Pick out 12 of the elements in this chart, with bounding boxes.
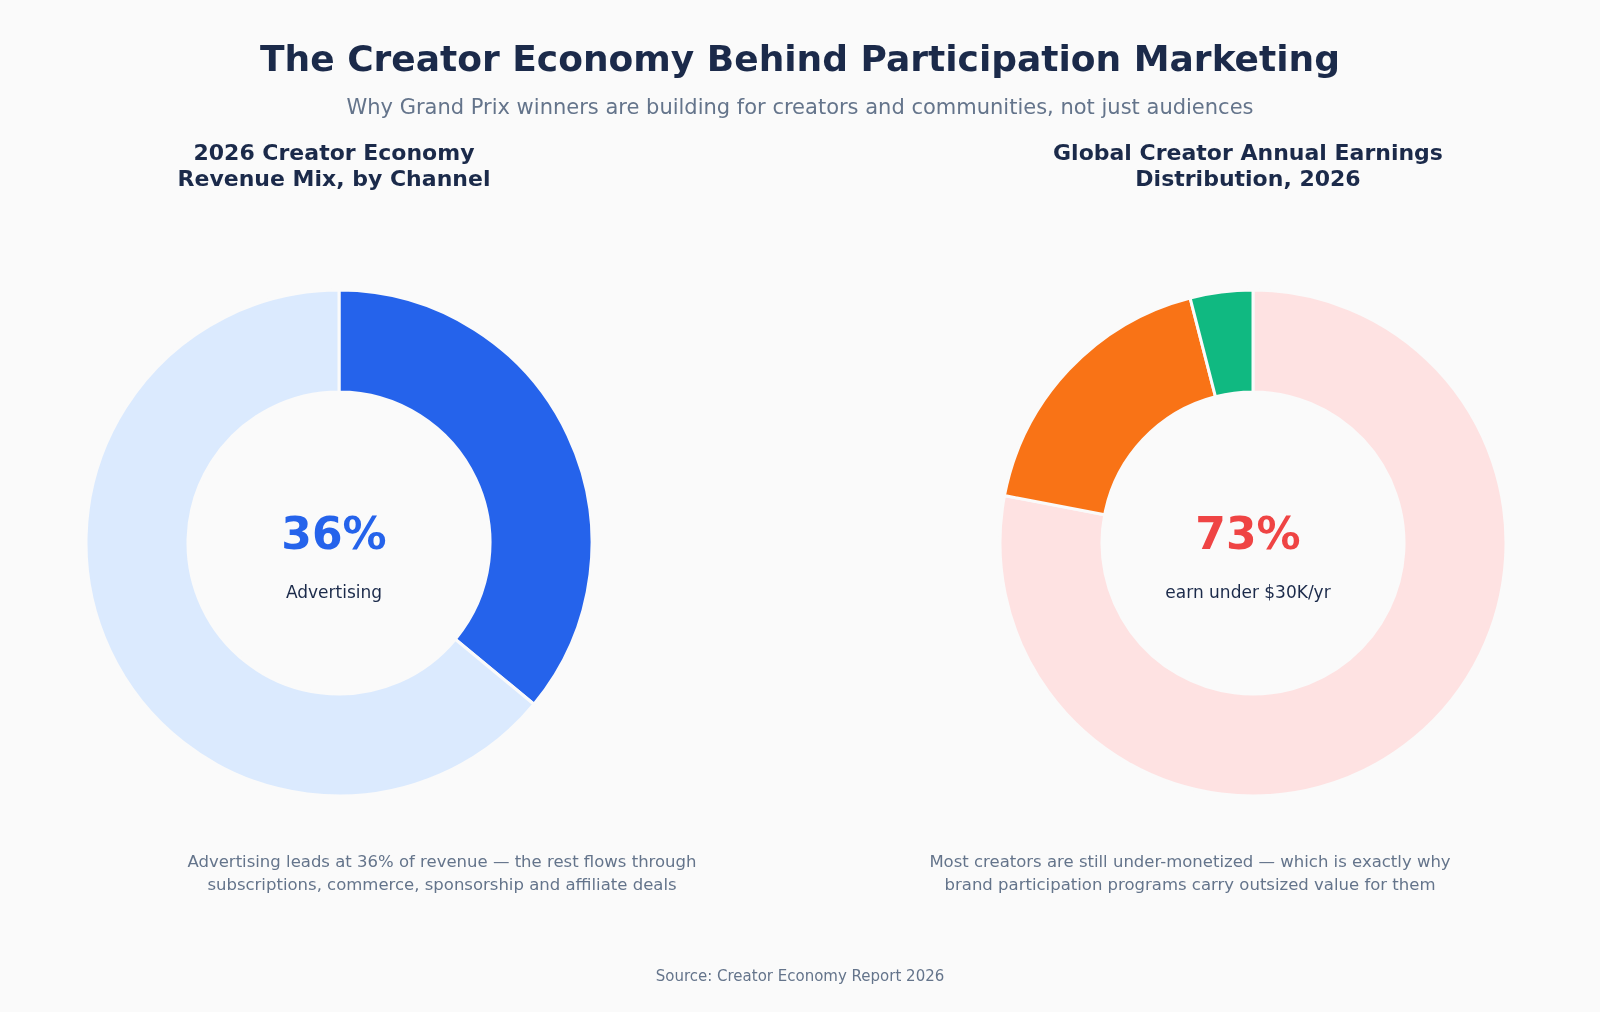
text: Why Grand Prix winners are building for creators and communities, not just audiences [345, 95, 1255, 119]
text: 36% [280, 508, 388, 559]
donut-slice [998, 288, 1508, 798]
text: Advertising [284, 582, 384, 602]
text: Most creators are still under-monetized — which is exactly why brand participation programs carry outsized value for them [928, 851, 1452, 896]
text: 73% [1194, 508, 1302, 559]
source-note: Source: Creator Economy Report 2026 [654, 967, 946, 985]
text: Advertising leads at 36% of revenue — the rest flows through subscriptions, commerce, sponsorship and affiliate deals [186, 851, 698, 896]
chart-title: 2026 Creator Economy Revenue Mix, by Channel [176, 140, 492, 192]
text: The Creator Economy Behind Participation Marketing [259, 38, 1341, 79]
chart-title: Global Creator Annual Earnings Distribution, 2026 [1052, 140, 1444, 192]
text: earn under $30K/yr [1164, 582, 1332, 602]
